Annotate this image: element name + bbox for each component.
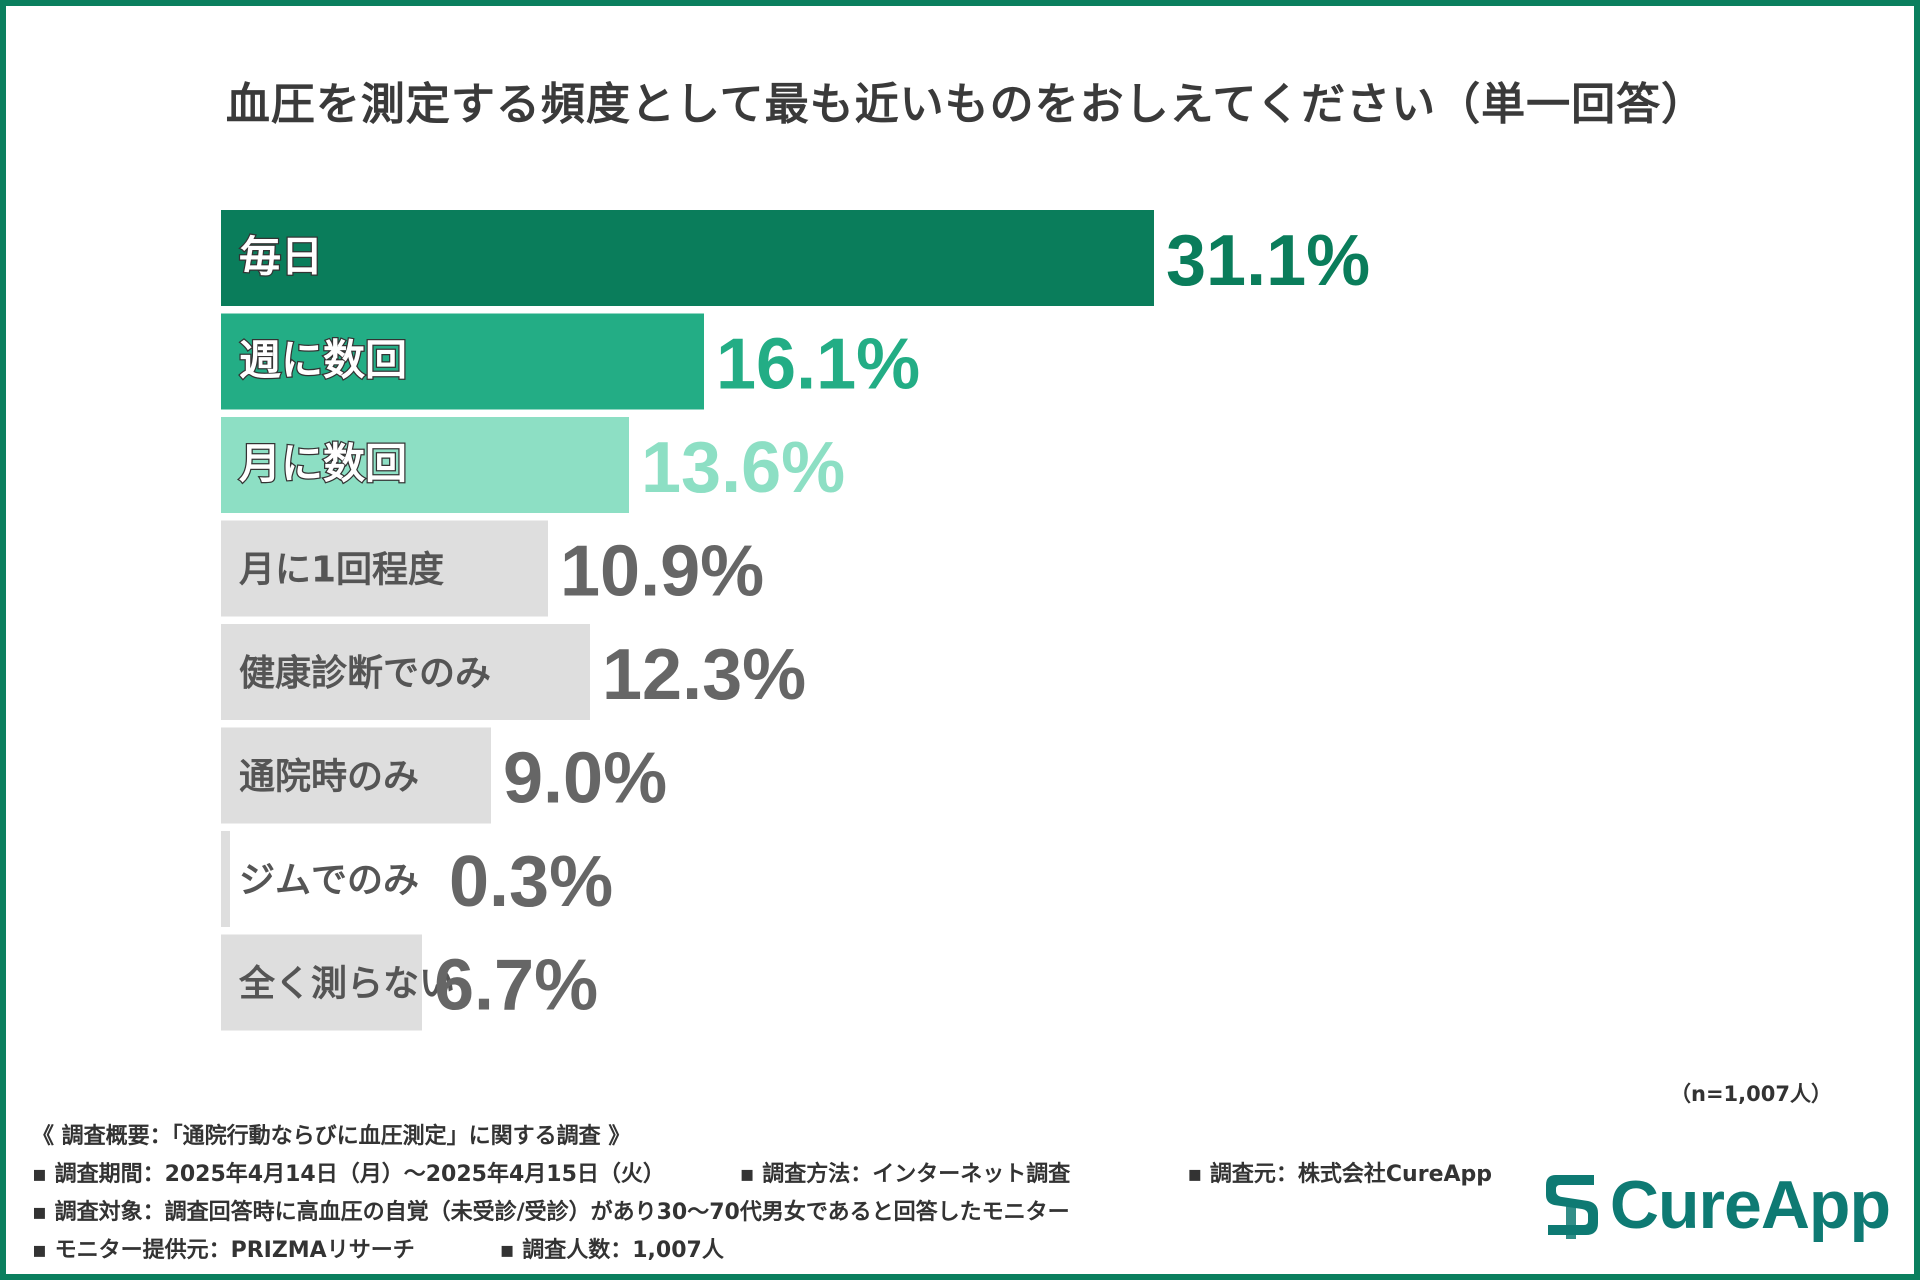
category-label-4: 月に1回程度	[239, 550, 444, 591]
survey-overview: 《 調査概要：「通院行動ならびに血圧測定」に関する調査 》	[32, 1124, 631, 1149]
value-label-4: 10.9%	[560, 532, 764, 612]
value-label-2: 16.1%	[716, 325, 920, 405]
survey-method: ▪ 調査方法：インターネット調査	[739, 1162, 1071, 1187]
value-label-8: 6.7%	[434, 946, 598, 1026]
bar-1	[221, 210, 1154, 306]
survey-notes: 《 調査概要：「通院行動ならびに血圧測定」に関する調査 》 ▪ 調査期間：202…	[32, 1118, 1492, 1270]
cureapp-logo-icon	[1545, 1175, 1598, 1239]
category-label-7: ジムでのみ	[239, 860, 419, 901]
bar-3	[221, 417, 629, 513]
value-label-5: 12.3%	[602, 635, 806, 715]
category-label-5: 健康診断でのみ	[239, 652, 491, 694]
bar-chart: 毎日 31.1% 週に数回 16.1% 月に数回 13.6% 月に1回程度 10.9% 健康診断…	[221, 210, 1370, 1031]
bar-2	[221, 313, 704, 410]
brand-logo: CureApp	[1542, 1166, 1891, 1244]
survey-target-row: ▪ 調査対象：調査回答時に高血圧の自覚（未受診/受診）があり30〜70代男女であ…	[32, 1194, 1492, 1232]
chart-title: 血圧を測定する頻度として最も近いものをおしえてください（単一回答）	[225, 79, 1707, 130]
bar-4	[221, 520, 548, 617]
bar-7	[221, 831, 230, 927]
category-label-8: 全く測らない	[238, 963, 455, 1005]
category-label-2: 週に数回	[239, 336, 407, 385]
survey-provider-row: ▪ モニター提供元：PRIZMAリサーチ ▪ 調査人数：1,007人	[32, 1232, 1492, 1270]
value-label-6: 9.0%	[503, 739, 667, 819]
survey-period: ▪ 調査期間：2025年4月14日（月）〜2025年4月15日（火）	[32, 1162, 665, 1187]
bar-5	[221, 624, 590, 720]
category-label-6: 通院時のみ	[239, 757, 419, 798]
survey-overview-row: 《 調査概要：「通院行動ならびに血圧測定」に関する調査 》	[32, 1118, 1492, 1156]
value-label-3: 13.6%	[641, 428, 845, 508]
survey-target: ▪ 調査対象：調査回答時に高血圧の自覚（未受診/受診）があり30〜70代男女であ…	[32, 1200, 1070, 1225]
bar-8	[221, 934, 422, 1031]
category-label-3: 月に数回	[239, 439, 407, 488]
survey-source: ▪ 調査元：株式会社CureApp	[1187, 1162, 1493, 1187]
survey-count: ▪ 調査人数：1,007人	[499, 1238, 724, 1263]
bar-6	[221, 727, 491, 824]
sample-size-note: （n=1,007人）	[1670, 1082, 1832, 1106]
category-label-1: 毎日	[239, 232, 323, 281]
value-label-1: 31.1%	[1166, 221, 1370, 301]
survey-period-row: ▪ 調査期間：2025年4月14日（月）〜2025年4月15日（火） ▪ 調査方…	[32, 1156, 1492, 1194]
survey-provider: ▪ モニター提供元：PRIZMAリサーチ	[32, 1238, 415, 1263]
brand-name: CureApp	[1609, 1167, 1891, 1243]
value-label-7: 0.3%	[449, 842, 613, 922]
